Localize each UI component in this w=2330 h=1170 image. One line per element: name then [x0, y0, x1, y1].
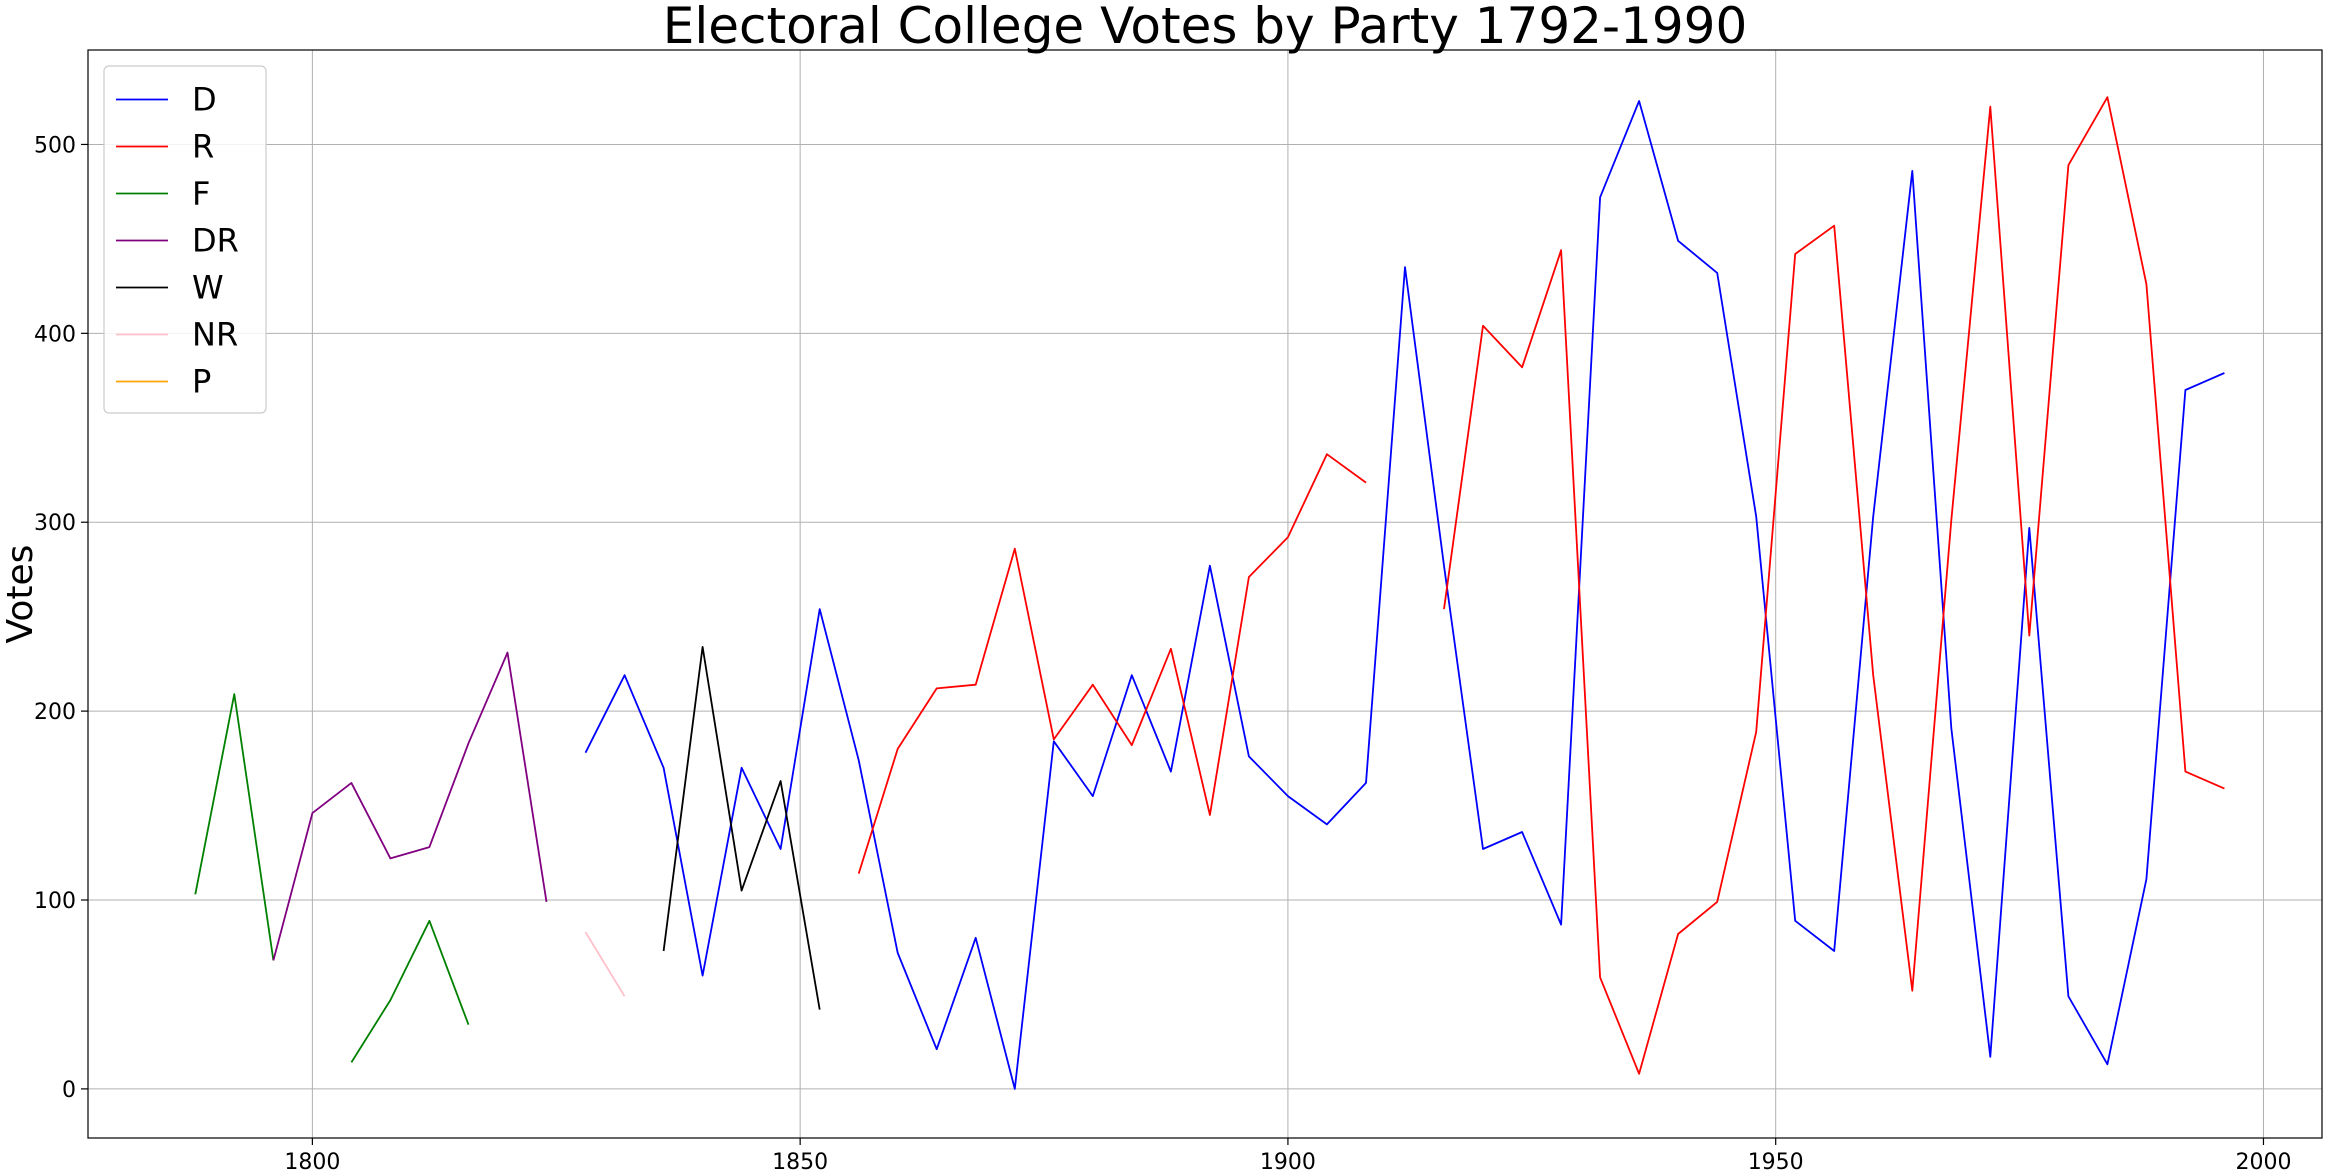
axes-frame [87, 49, 2323, 1139]
series-line-f [194, 693, 275, 961]
x-tick-label: 1850 [772, 1150, 828, 1170]
x-tick-label: 1900 [1260, 1150, 1316, 1170]
y-tick-label: 0 [62, 1078, 76, 1103]
series-f [194, 693, 470, 1063]
x-tick-label: 1950 [1748, 1150, 1804, 1170]
x-tick-label: 2000 [2235, 1150, 2291, 1170]
series-line-dr [272, 651, 548, 961]
legend-label: P [192, 363, 211, 401]
legend-item-nr: NR [116, 316, 238, 354]
series-line-nr [584, 931, 626, 997]
legend-item-d: D [116, 81, 217, 119]
legend-label: NR [192, 316, 238, 354]
legend-label: DR [192, 222, 239, 260]
legend-label: R [192, 128, 214, 166]
series-w [662, 646, 821, 1010]
series-nr [584, 931, 626, 997]
axis-ticks: 1800 1850 1900 1950 2000 0 100 200 300 400 500 [34, 133, 2291, 1170]
y-tick-label: 500 [34, 133, 76, 158]
series-line-w [662, 646, 821, 1010]
legend-item-f: F [116, 175, 210, 213]
legend-item-dr: DR [116, 222, 239, 260]
series-d [584, 100, 2225, 1090]
legend-label: F [192, 175, 210, 213]
y-tick-label: 400 [34, 322, 76, 347]
y-tick-label: 300 [34, 511, 76, 536]
series-r [857, 96, 2225, 1075]
legend-label: W [192, 269, 224, 307]
y-tick-label: 100 [34, 889, 76, 914]
legend-item-r: R [116, 128, 214, 166]
grid [88, 50, 2322, 1138]
x-tick-label: 1800 [284, 1150, 340, 1170]
legend-item-w: W [116, 269, 224, 307]
legend-box [103, 65, 267, 414]
series-line-r [857, 453, 1367, 874]
series-dr [272, 651, 548, 961]
chart-title: Electoral College Votes by Party 1792-19… [663, 0, 1748, 55]
legend-item-p: P [116, 363, 211, 401]
series-line-r [1443, 96, 2225, 1075]
plot-area [194, 96, 2225, 1090]
series-line-f [350, 919, 470, 1063]
y-axis-label: Votes [0, 545, 41, 644]
y-tick-label: 200 [34, 700, 76, 725]
series-line-d [584, 100, 2225, 1090]
legend-label: D [192, 81, 217, 119]
